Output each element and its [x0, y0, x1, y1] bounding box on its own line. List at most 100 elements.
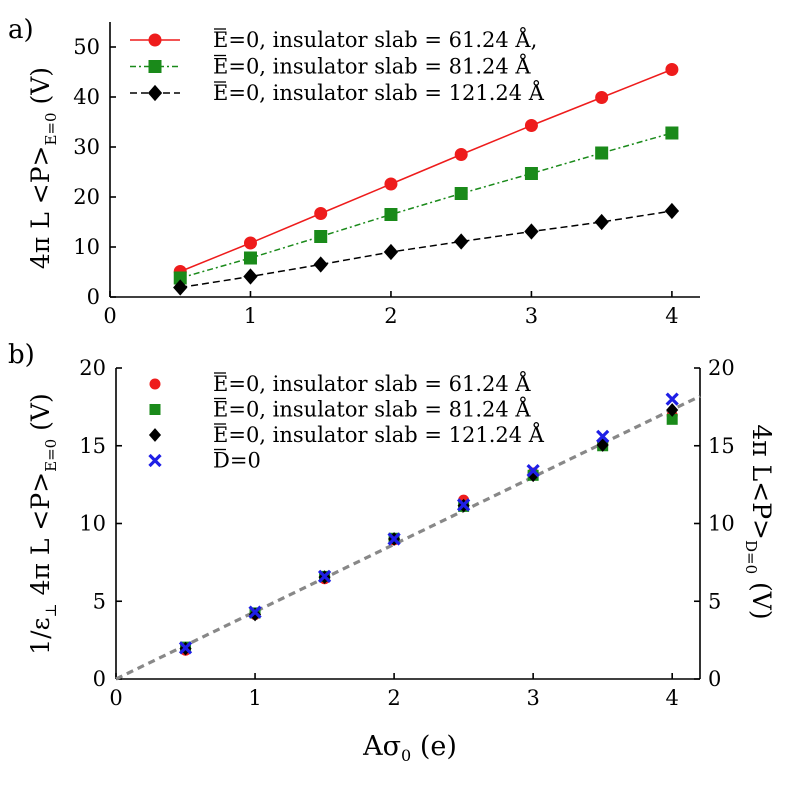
data-point: [314, 207, 328, 220]
data-point: [595, 91, 609, 104]
x-tick-label: 4: [666, 686, 679, 710]
panel-b-y2-label-sub: D=0: [742, 540, 760, 574]
panel-b-axes: 0 1 2 3 4 0 5 10 15 20 0 5 10 15 20: [79, 356, 734, 710]
legend-marker: [149, 404, 161, 415]
legend-marker: [148, 33, 162, 47]
legend-label-symbol: E: [213, 398, 228, 422]
panel-b-x-label-sub: 0: [401, 746, 411, 765]
x-tick-label: 3: [525, 304, 538, 328]
panel-b-y-label-perp: ⊥: [42, 603, 60, 617]
y-tick-label: 50: [73, 35, 100, 59]
legend-label-text: =0, insulator slab = 121.24 Å: [228, 80, 544, 105]
y2-tick-label: 5: [708, 589, 721, 613]
panel-b-y-label-unit: (V): [26, 393, 55, 439]
data-point: [596, 429, 610, 444]
panel-a-y-label-sub: E=0: [42, 112, 60, 145]
data-point: [524, 167, 538, 180]
legend-marker: [149, 378, 161, 390]
y-tick-label: 20: [79, 356, 106, 380]
legend-marker: [148, 428, 162, 442]
legend-label-symbol: D: [213, 449, 230, 473]
legend-label-text: =0, insulator slab = 81.24 Å: [228, 397, 531, 422]
panel-b-legend: E=0, insulator slab = 61.24 ÅE=0, insula…: [148, 371, 545, 473]
data-point: [243, 236, 257, 250]
legend-label: E=0, insulator slab = 121.24 Å: [213, 422, 545, 447]
legend-label-symbol: E: [213, 28, 228, 52]
panel-b-x-label-unit: (e): [411, 731, 457, 762]
y2-tick-label: 15: [708, 434, 735, 458]
data-point: [314, 230, 328, 243]
legend-label-symbol: E: [213, 372, 228, 396]
data-point: [665, 126, 679, 140]
panel-a-label: a): [8, 15, 34, 45]
legend-label: E=0, insulator slab = 121.24 Å: [213, 80, 545, 105]
data-point: [665, 392, 679, 406]
panel-b-y2-label-unit: (V): [747, 574, 776, 620]
series-line: [180, 210, 673, 289]
data-point: [178, 641, 193, 655]
y-tick-label: 0: [93, 667, 106, 691]
panel-b-label: b): [8, 340, 35, 370]
data-point: [666, 403, 679, 417]
data-point: [454, 148, 468, 161]
y-tick-label: 10: [73, 235, 100, 259]
y-tick-label: 20: [73, 185, 100, 209]
legend-label-symbol: E: [213, 423, 228, 447]
y-tick-label: 0: [87, 285, 100, 309]
data-point: [313, 256, 328, 273]
data-point: [384, 177, 398, 191]
panel-b-plot-area: [115, 392, 701, 681]
legend-label: E=0, insulator slab = 61.24 Å,: [213, 27, 537, 52]
data-point: [248, 607, 262, 622]
data-point: [383, 243, 399, 261]
panel-b-y-label-sub: E=0: [42, 439, 60, 472]
x-tick-label: 1: [248, 686, 261, 710]
y2-tick-label: 0: [708, 667, 721, 691]
panel-b-y-axis-label: 1/ε⊥ 4π L <P>E=0 (V): [26, 393, 60, 654]
data-point: [665, 63, 679, 76]
y2-tick-label: 20: [708, 356, 735, 380]
legend-label: E=0, insulator slab = 61.24 Å: [213, 371, 531, 396]
panel-a-y-label-main: 4π L <P>: [26, 146, 55, 270]
y-tick-label: 5: [93, 589, 106, 613]
x-tick-label: 0: [103, 304, 116, 328]
series-line: [180, 132, 673, 279]
legend-label-symbol: E: [213, 55, 228, 79]
x-tick-label: 3: [526, 686, 539, 710]
y2-tick-label: 10: [708, 512, 735, 536]
panel-b-y-label-main: 1/ε: [26, 617, 55, 654]
panel-a-legend: E=0, insulator slab = 61.24 Å,E=0, insul…: [130, 27, 545, 105]
data-point: [595, 146, 609, 160]
data-point: [594, 213, 609, 231]
data-point: [173, 279, 188, 296]
x-tick-label: 0: [109, 686, 122, 710]
data-point: [243, 268, 258, 285]
y-tick-label: 10: [79, 512, 106, 536]
legend-marker: [148, 60, 162, 73]
x-tick-label: 4: [665, 304, 678, 328]
data-point: [454, 187, 468, 200]
data-point: [317, 569, 332, 584]
legend-label-text: =0, insulator slab = 61.24 Å,: [228, 27, 537, 52]
x-tick-label: 1: [244, 304, 257, 328]
legend-label-text: =0, insulator slab = 61.24 Å: [228, 371, 531, 396]
panel-b-y-label-mid: 4π L <P>: [26, 472, 55, 604]
data-point: [666, 413, 678, 425]
panel-b-y2-label-main: 4π L<P>: [747, 424, 776, 540]
y-tick-label: 15: [79, 434, 106, 458]
data-point: [384, 208, 398, 221]
legend-marker: [147, 84, 163, 102]
legend-label-text: =0, insulator slab = 121.24 Å: [228, 422, 544, 447]
data-point: [248, 605, 262, 619]
legend-marker: [148, 453, 162, 468]
data-point: [387, 532, 401, 546]
x-tick-label: 2: [384, 304, 397, 328]
panel-a-plot-area: [173, 63, 680, 296]
panel-a-y-label-unit: (V): [26, 67, 55, 113]
legend-label: E=0, insulator slab = 81.24 Å: [213, 54, 531, 79]
data-point: [664, 202, 680, 220]
legend-label-symbol: E: [213, 81, 228, 105]
panel-b: b) 1/ε⊥ 4π L <P>E=0 (V) 4π L<P>D=0 (V) A…: [8, 340, 776, 765]
data-point: [456, 498, 471, 512]
